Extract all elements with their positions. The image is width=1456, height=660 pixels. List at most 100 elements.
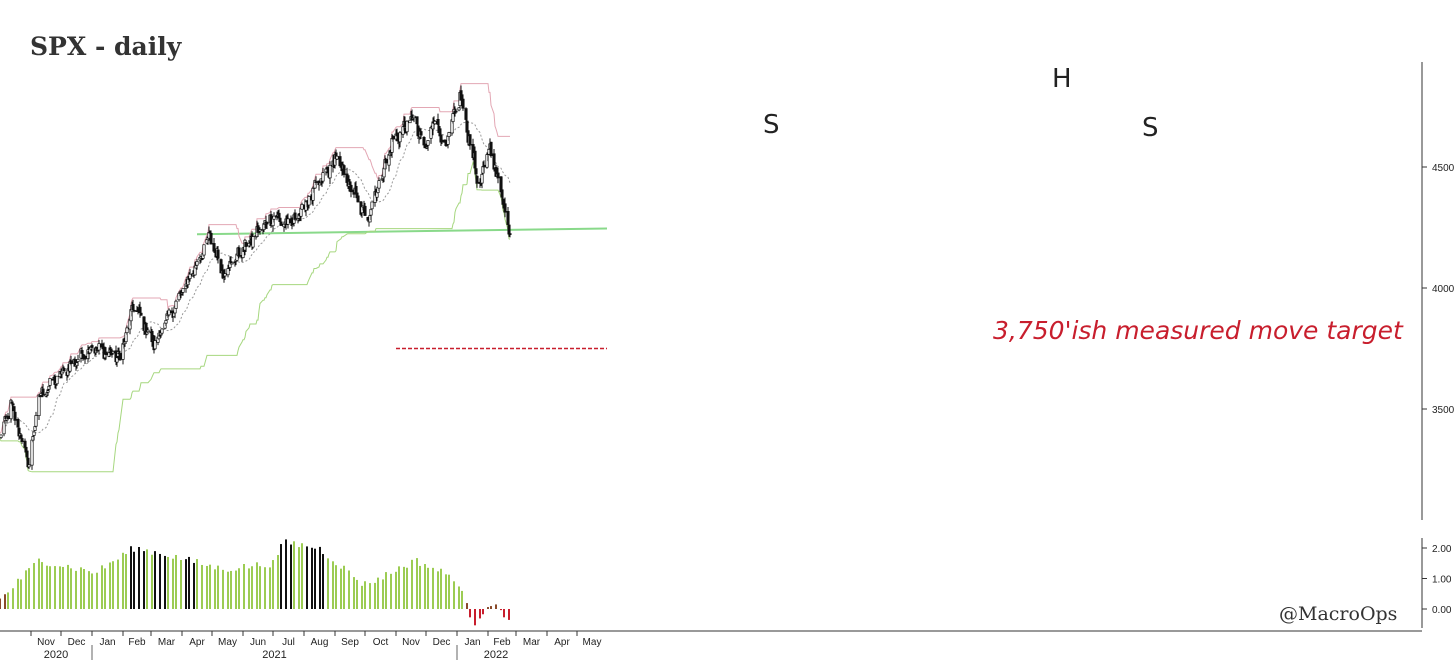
candle-body xyxy=(69,360,73,365)
candle-body xyxy=(41,388,45,396)
candle-body xyxy=(97,343,101,351)
candle xyxy=(216,245,220,264)
candle-body xyxy=(37,394,41,416)
month-label: Jun xyxy=(250,637,266,648)
candle-body xyxy=(506,211,510,225)
candle xyxy=(293,209,297,221)
candle-body xyxy=(468,134,472,146)
volatility-bar xyxy=(285,539,287,609)
chart-title: SPX - daily xyxy=(30,32,183,61)
candle xyxy=(475,175,479,188)
candle xyxy=(461,94,465,111)
volatility-bar xyxy=(7,592,9,609)
volatility-bar xyxy=(38,558,40,609)
candle-body xyxy=(398,132,402,143)
candle-body xyxy=(177,293,181,301)
volatility-bar xyxy=(361,585,363,609)
target-annotation: 3,750'ish measured move target xyxy=(993,316,1404,345)
candle-body xyxy=(258,229,262,232)
candle-body xyxy=(115,357,119,363)
right-shoulder-label: S xyxy=(1142,113,1159,143)
volatility-bar xyxy=(403,566,405,609)
volatility-bar xyxy=(91,573,93,609)
candle-body xyxy=(55,375,59,385)
candle-body xyxy=(12,406,16,412)
candle xyxy=(363,202,367,217)
volatility-bar xyxy=(20,579,22,609)
candle xyxy=(202,244,206,257)
candle xyxy=(139,311,143,316)
candle xyxy=(25,449,29,460)
candle-body xyxy=(27,464,31,468)
volatility-bar xyxy=(75,570,77,609)
candle xyxy=(265,221,269,230)
candle xyxy=(433,120,437,125)
volatility-bar xyxy=(440,568,442,609)
candle xyxy=(97,339,101,355)
volatility-bar xyxy=(143,551,145,609)
candle xyxy=(118,350,122,361)
candle-body xyxy=(503,203,507,213)
volatility-bar xyxy=(209,564,211,609)
candle xyxy=(307,195,311,209)
volatility-bar xyxy=(238,568,240,609)
candle xyxy=(244,241,248,252)
candle xyxy=(6,412,10,420)
volatility-bar xyxy=(28,568,30,609)
volatility-bar xyxy=(88,571,90,609)
volatility-bar xyxy=(474,609,476,626)
candle xyxy=(32,429,36,440)
candle-body xyxy=(286,218,290,225)
candle xyxy=(160,328,164,336)
head-label: H xyxy=(1052,64,1072,94)
candle xyxy=(405,120,409,136)
candle xyxy=(496,167,500,184)
candle-body xyxy=(216,249,220,259)
candle xyxy=(104,347,108,360)
candle-body xyxy=(83,355,87,360)
candle-body xyxy=(241,247,245,258)
candle xyxy=(230,261,234,265)
candle-body xyxy=(345,173,349,183)
volatility-tick-label: 0.00 xyxy=(1432,605,1452,616)
candle xyxy=(251,233,255,249)
candle xyxy=(342,164,346,178)
volatility-bar xyxy=(298,547,300,609)
year-label: 2021 xyxy=(262,649,286,660)
candle xyxy=(416,122,420,138)
candle-body xyxy=(342,165,346,175)
candle xyxy=(37,394,41,420)
volatility-bar xyxy=(101,565,103,609)
candle xyxy=(398,131,402,148)
volatility-bar xyxy=(59,566,61,609)
candle-body xyxy=(6,415,10,420)
candle xyxy=(384,157,388,169)
month-label: Dec xyxy=(68,637,86,648)
volatility-bars-layer xyxy=(0,539,510,626)
volatility-bar xyxy=(377,577,379,609)
candle xyxy=(459,85,463,101)
candle-body xyxy=(188,273,192,279)
candle-body xyxy=(454,110,458,113)
candle xyxy=(2,421,6,437)
candle-body xyxy=(132,309,136,312)
candle-body xyxy=(226,268,230,276)
volatility-bar xyxy=(348,570,350,609)
volatility-bar xyxy=(406,567,408,609)
candle-body xyxy=(164,320,168,324)
volatility-bar xyxy=(500,609,502,611)
candle xyxy=(356,194,360,203)
candle xyxy=(377,177,381,192)
candle xyxy=(408,119,412,124)
neckline-layer xyxy=(196,227,608,236)
candle-body xyxy=(174,300,178,309)
candle-body xyxy=(0,434,3,438)
volatility-bar xyxy=(243,563,245,609)
candle-body xyxy=(25,450,29,458)
candle-body xyxy=(167,309,171,316)
month-label: Mar xyxy=(158,637,176,648)
watermark: @MacroOps xyxy=(1279,603,1397,625)
candle xyxy=(48,377,52,389)
candle xyxy=(447,131,451,141)
volatility-bar xyxy=(83,569,85,609)
